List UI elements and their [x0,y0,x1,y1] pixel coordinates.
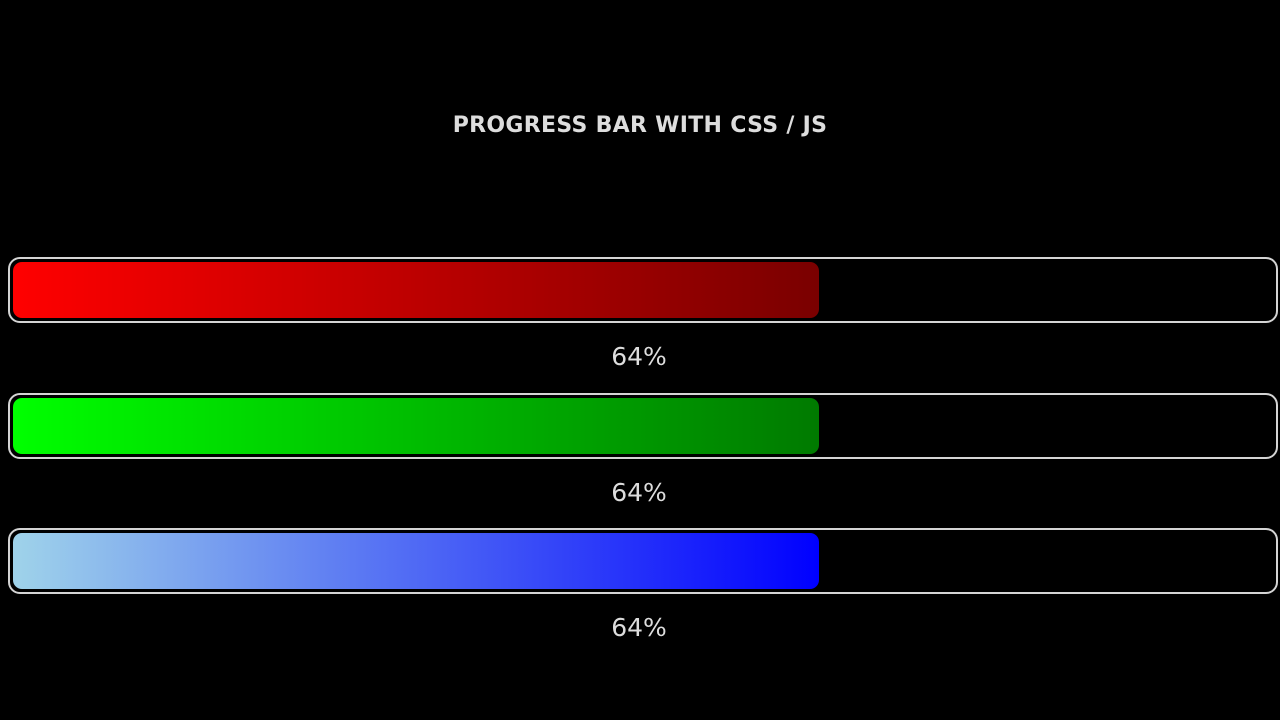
progress-track [8,393,1278,459]
page-title: PROGRESS BAR WITH CSS / JS [452,113,828,138]
progress-track [8,528,1278,594]
progress-percent-label: 64% [611,613,667,642]
progress-bar-red: 64% [8,257,1278,371]
progress-fill [13,398,820,454]
progress-percent-label: 64% [611,478,667,507]
progress-track [8,257,1278,323]
progress-percent-label: 64% [611,342,667,371]
progress-bar-green: 64% [8,393,1278,507]
progress-fill [13,262,820,318]
progress-bar-blue: 64% [8,528,1278,642]
progress-fill [13,533,820,589]
